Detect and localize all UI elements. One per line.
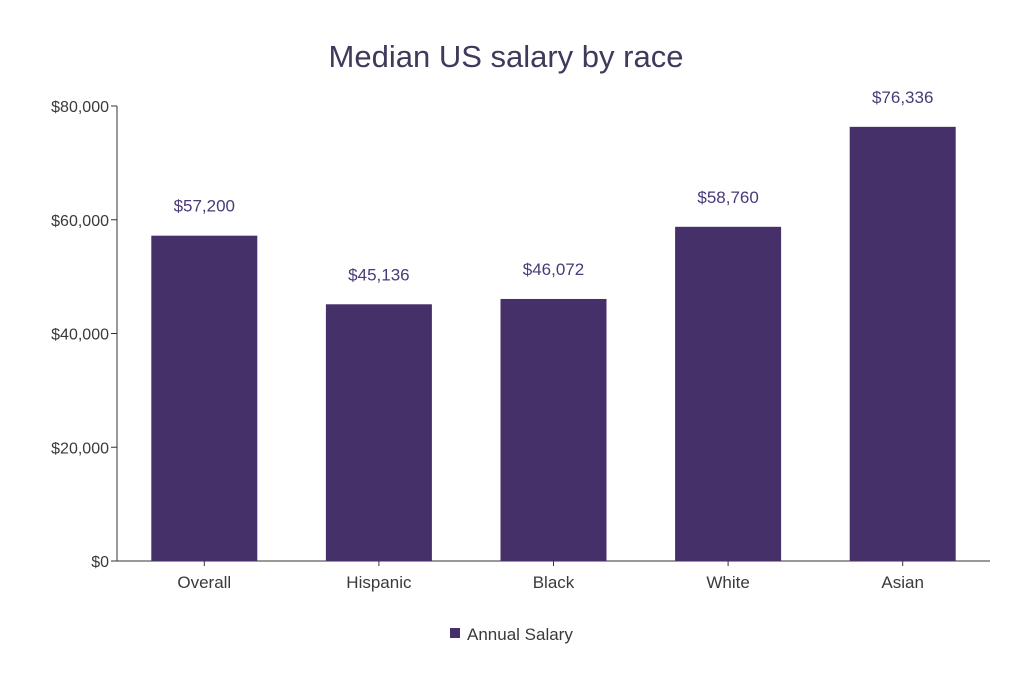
legend-label: Annual Salary: [467, 625, 573, 644]
x-tick-label: Black: [533, 573, 575, 592]
bar-value-label: $58,760: [697, 188, 758, 207]
data-labels: $57,200 $45,136 $46,072 $58,760 $76,336: [174, 88, 934, 284]
bar-value-label: $46,072: [523, 260, 584, 279]
chart-title: Median US salary by race: [329, 39, 684, 74]
bar-value-label: $45,136: [348, 265, 409, 284]
y-tick-label: $80,000: [51, 99, 109, 116]
bar-value-label: $57,200: [174, 197, 235, 216]
y-tick-label: $20,000: [51, 440, 109, 457]
bar: [675, 226, 782, 562]
x-tick-label: White: [706, 573, 749, 592]
legend-swatch: [450, 628, 460, 638]
bar: [500, 298, 607, 561]
x-tick-label: Asian: [881, 573, 924, 592]
legend: Annual Salary: [450, 625, 573, 644]
bar: [325, 304, 432, 561]
x-tick-label: Hispanic: [346, 573, 412, 592]
bars: [151, 126, 956, 562]
y-tick-label: $0: [91, 554, 109, 571]
x-tick-label: Overall: [177, 573, 231, 592]
axes: $0 $20,000 $40,000 $60,000 $80,000 Overall His…: [51, 99, 990, 592]
bar: [849, 126, 956, 562]
y-tick-label: $60,000: [51, 213, 109, 230]
bar: [151, 235, 258, 562]
bar-value-label: $76,336: [872, 88, 933, 107]
y-tick-label: $40,000: [51, 327, 109, 344]
